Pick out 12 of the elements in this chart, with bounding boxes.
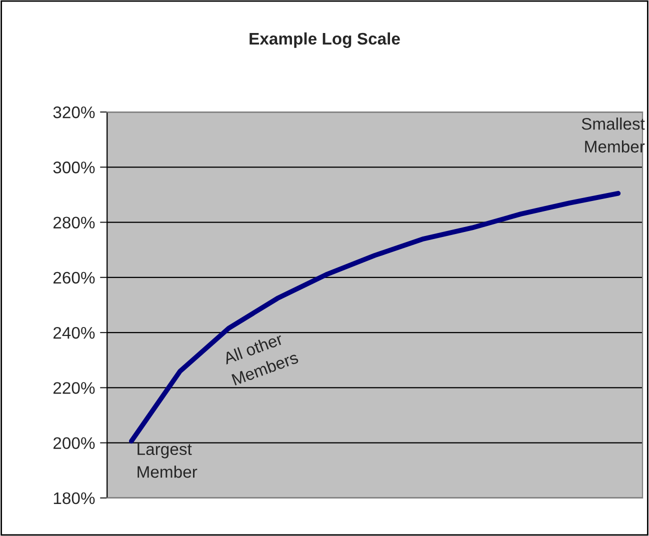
annotation: Smallest Member [582, 118, 645, 153]
chart-title: Example Log Scale [250, 32, 400, 48]
y-tick-label: 280% [53, 216, 95, 228]
y-tick-label: 300% [53, 162, 95, 174]
annotation: Largest Member [138, 443, 198, 478]
y-tick-label: 320% [53, 106, 95, 118]
line-series [128, 190, 621, 444]
y-tick-label: 260% [53, 272, 95, 284]
y-tick-label: 240% [53, 326, 95, 339]
y-tick-label: 200% [53, 437, 95, 450]
y-tick-label: 220% [53, 382, 95, 394]
y-tick-label: 180% [54, 492, 95, 504]
